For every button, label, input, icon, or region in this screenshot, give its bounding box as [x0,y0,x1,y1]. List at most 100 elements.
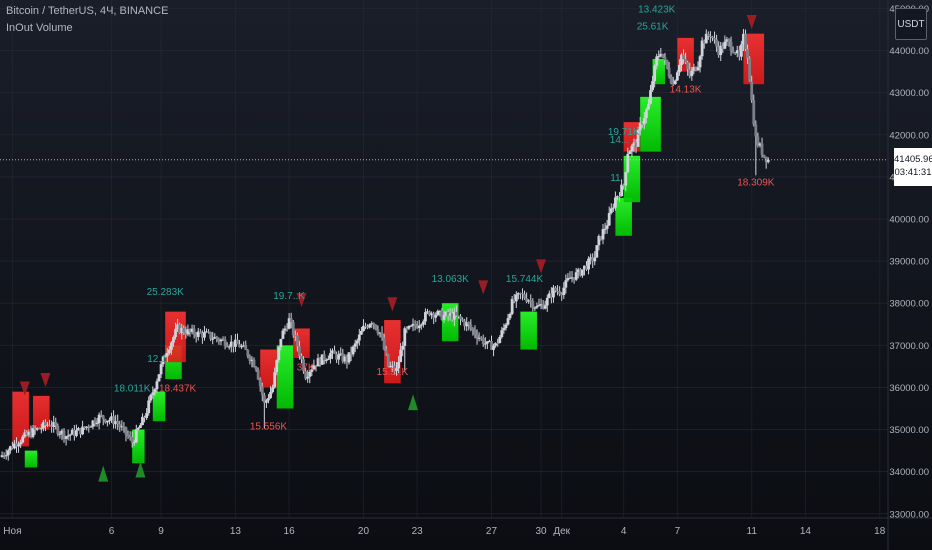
currency-button[interactable]: USDT [895,8,927,40]
candle-body [479,337,483,339]
candle-body [176,324,179,330]
candle-body [502,328,506,331]
candle-body [120,426,124,428]
candle-body [329,353,332,359]
sell-signal-arrow [19,381,30,396]
candle-body [105,420,109,423]
sell-signal-arrow [296,293,307,308]
candle-body [698,56,702,68]
candle-body [192,328,196,335]
candle-body [281,330,285,339]
candle-body [351,346,355,355]
last-price-value: 41405.96 [894,153,932,165]
candle-body [163,356,167,358]
candle-body [242,345,246,347]
last-price-tag: 41405.96 03:41:31 [894,147,932,186]
candle-body [415,325,419,329]
candle-body [382,337,386,350]
candle-body [283,328,287,331]
candle-body [742,33,745,45]
signal-markers [19,15,757,482]
candle-body [293,335,297,337]
candle-body [248,356,252,362]
candle-body [543,305,547,309]
candle-body [101,415,105,420]
candle-body [647,103,650,110]
candle-body [564,280,568,288]
candle-body [368,324,372,328]
buy-volume-box [520,311,537,350]
buy-volume-label: 13.063K [432,274,470,285]
candles [0,28,770,461]
candle-body [614,197,617,208]
candle-body [21,436,25,443]
candle-body [252,359,256,368]
candle-body [165,352,169,357]
candle-body [605,225,609,229]
candle-body [669,76,673,84]
candle-body [291,322,295,336]
y-tick-label: 43000.00 [889,88,929,99]
candle-body [766,159,770,163]
candle-body [644,109,648,119]
candle-body [682,54,685,60]
symbol-title[interactable]: Bitcoin / TetherUS, 4Ч, BINANCE [6,5,169,17]
candle-body [663,57,667,61]
buy-volume-label: 25.283K [147,287,185,298]
candle-body [39,428,43,430]
candle-body [72,429,76,436]
candle-body [576,269,580,273]
candle-body [300,355,303,360]
candle-body [440,310,444,320]
candle-body [690,70,694,77]
candle-body [339,353,343,355]
candle-body [570,277,574,279]
candle-body [221,339,225,341]
candle-body [580,269,584,276]
candle-body [521,293,524,295]
candle-body [153,389,157,393]
candle-body [174,329,177,337]
candle-body [198,331,202,333]
candle-body [620,184,623,197]
candle-body [89,426,93,428]
candle-body [6,450,10,456]
candle-body [79,428,82,435]
candle-body [547,293,551,298]
candle-body [170,342,173,350]
candle-body [426,311,429,313]
candle-body [322,354,326,361]
candle-body [240,346,244,348]
candle-body [727,39,731,42]
candle-body [256,369,260,380]
candle-body [562,287,566,296]
candle-body [642,118,646,125]
indicator-title[interactable]: InOut Volume [6,22,73,34]
candle-body [333,350,336,354]
candle-body [200,332,204,338]
candle-body [4,455,8,457]
candle-body [624,172,628,186]
candle-body [558,291,562,294]
candle-body [31,428,35,437]
y-tick-label: 44000.00 [889,46,929,57]
candle-body [10,446,14,449]
candle-body [454,311,458,316]
candle-body [178,324,182,334]
candle-body [754,124,758,137]
candle-body [114,421,118,425]
candle-body [35,428,39,430]
candle-body [182,327,186,333]
candle-body [128,436,132,438]
candle-body [409,325,413,327]
candle-body [27,431,31,436]
candle-body [366,326,369,328]
candle-body [758,143,762,146]
candle-body [465,322,469,327]
candle-body [136,427,140,430]
candle-body [471,328,475,330]
candle-body [717,46,721,56]
x-tick-label: 16 [284,526,296,537]
candle-body [432,313,436,318]
